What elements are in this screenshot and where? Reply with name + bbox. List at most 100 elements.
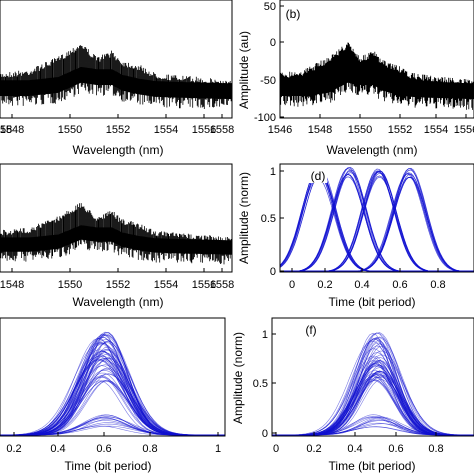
x-tick-label: 1552: [106, 124, 130, 136]
x-tick-label: 1554: [154, 124, 178, 136]
y-tick-label: 0: [270, 266, 276, 278]
x-tick-label: 1550: [348, 124, 372, 136]
x-tick-label: 0.6: [392, 279, 407, 291]
pulse-trace-f: [272, 361, 474, 436]
pulse-trace-e: [0, 380, 225, 436]
x-tick-label: 0.2: [317, 279, 332, 291]
x-tick-label: 0: [289, 279, 295, 291]
pulse-trace-f: [272, 373, 474, 436]
pulse-trace-e: [0, 349, 225, 436]
y-tick-label: 1: [262, 329, 268, 341]
axes-frame-c: [0, 163, 233, 273]
pulse-trace-f: [272, 355, 474, 436]
y-ticks-f: 00.51: [253, 329, 276, 440]
pulse-trace-e: [0, 346, 225, 436]
pulse-trace-e: [0, 369, 225, 436]
x-axis-label-c: Wavelength (nm): [73, 295, 164, 309]
x-axis-label-f: Time (bit period): [329, 459, 416, 473]
panel-label-bg-f: [302, 321, 320, 337]
x-tick-label: 1552: [388, 124, 412, 136]
y-axis-label-d: Amplitude (norm): [237, 172, 251, 264]
pulse-trace-e: [0, 367, 225, 436]
pulse-trace-d-3: [280, 176, 474, 272]
x-tick-label: 1548: [308, 124, 332, 136]
x-tick-label: 1556: [192, 124, 216, 136]
y-tick-label: 0: [262, 428, 268, 440]
x-ticks-b: 1546154815501552155415561558: [0, 114, 474, 136]
x-tick-label: 0.6: [96, 443, 111, 455]
pulse-trace-f: [272, 360, 474, 436]
axes-frame-b: [279, 0, 474, 119]
panel-label-bg-d: [309, 167, 327, 183]
x-ticks-f: 0 0.2 0.4 0.6 0.8: [273, 432, 444, 455]
y-tick-label: 50: [264, 1, 276, 13]
pulse-trace-f: [272, 416, 474, 436]
pulse-trace-e: [0, 359, 225, 436]
pulse-trace-f: [272, 376, 474, 436]
pulse-trace-e: [0, 380, 225, 436]
y-tick-label: 1: [270, 166, 276, 178]
panel-label-bg-b: [284, 5, 302, 21]
x-tick-label: 1556: [454, 124, 474, 136]
pulse-trace-e: [0, 365, 225, 436]
x-tick-label: 1558: [0, 124, 12, 136]
x-tick-label: 1558: [210, 124, 234, 136]
x-tick-label: 1558: [210, 279, 234, 291]
x-tick-label: 1556: [192, 279, 216, 291]
panel-f: 0 0.2 0.4 0.6 0.8 00.51 Time (bit period) Am…: [231, 317, 474, 473]
pulse-trace-f: [272, 360, 474, 436]
x-tick-label: 1: [215, 443, 221, 455]
pulse-trace-f: [272, 417, 474, 436]
panel-label-d: (d): [311, 169, 326, 183]
y-tick-label: 0.5: [253, 378, 268, 390]
pulse-trace-e: [0, 349, 225, 436]
axes-frame-a: [0, 0, 233, 119]
pulse-trace-e: [0, 355, 225, 436]
plot-area-b: [279, 42, 474, 110]
pulse-trace-f: [272, 372, 474, 436]
x-tick-label: 0: [273, 443, 279, 455]
x-tick-label: 1552: [106, 279, 130, 291]
y-tick-label: 0.5: [261, 213, 276, 225]
x-tick-label: 1548: [0, 279, 24, 291]
x-tick-label: 0.8: [428, 443, 443, 455]
x-axis-label-e: Time (bit period): [65, 459, 152, 473]
y-ticks-b: 50 0 -50 -100: [254, 1, 284, 124]
x-tick-label: 0.8: [430, 279, 445, 291]
x-tick-label: 1546: [268, 124, 292, 136]
y-tick-label: -50: [260, 75, 276, 87]
x-tick-label: 1550: [58, 124, 82, 136]
axes-frame-f: [271, 317, 474, 437]
panel-b: 1546154815501552155415561558 500-50-100 …: [0, 0, 474, 157]
plot-area-f: [272, 332, 474, 436]
pulse-trace-f: [272, 372, 474, 436]
pulse-trace-f: [272, 345, 474, 436]
panel-e: 0.2 0.4 0.6 0.8 1 Time (bit period): [0, 317, 226, 473]
pulse-trace-f: [272, 346, 474, 436]
x-tick-label: 0.4: [354, 279, 369, 291]
plot-area-a: [0, 45, 233, 109]
x-tick-label: 0.2: [6, 443, 21, 455]
series-spectrum-body-b: [280, 66, 474, 100]
x-tick-label: 0.4: [347, 443, 362, 455]
series-spectrum-body-a: [0, 66, 232, 100]
x-tick-label: 0.8: [142, 443, 157, 455]
x-axis-label-b: Wavelength (nm): [327, 143, 418, 157]
pulse-trace-f: [272, 374, 474, 436]
x-tick-label: 1554: [154, 279, 178, 291]
plot-area-d: [279, 166, 474, 272]
pulse-trace-e: [0, 358, 225, 436]
pulse-trace-f: [272, 376, 474, 436]
series-spectrum-body-c: [0, 225, 232, 255]
x-tick-label: 0.6: [388, 443, 403, 455]
y-axis-label-b: Amplitude (au): [237, 31, 251, 109]
x-ticks-d: 0 0.2 0.4 0.6 0.8: [289, 268, 446, 291]
x-axis-label-d: Time (bit period): [329, 295, 416, 309]
panel-label-b: (b): [286, 7, 301, 21]
x-tick-label: 1548: [0, 124, 24, 136]
y-ticks-d: 00.51: [261, 166, 284, 278]
